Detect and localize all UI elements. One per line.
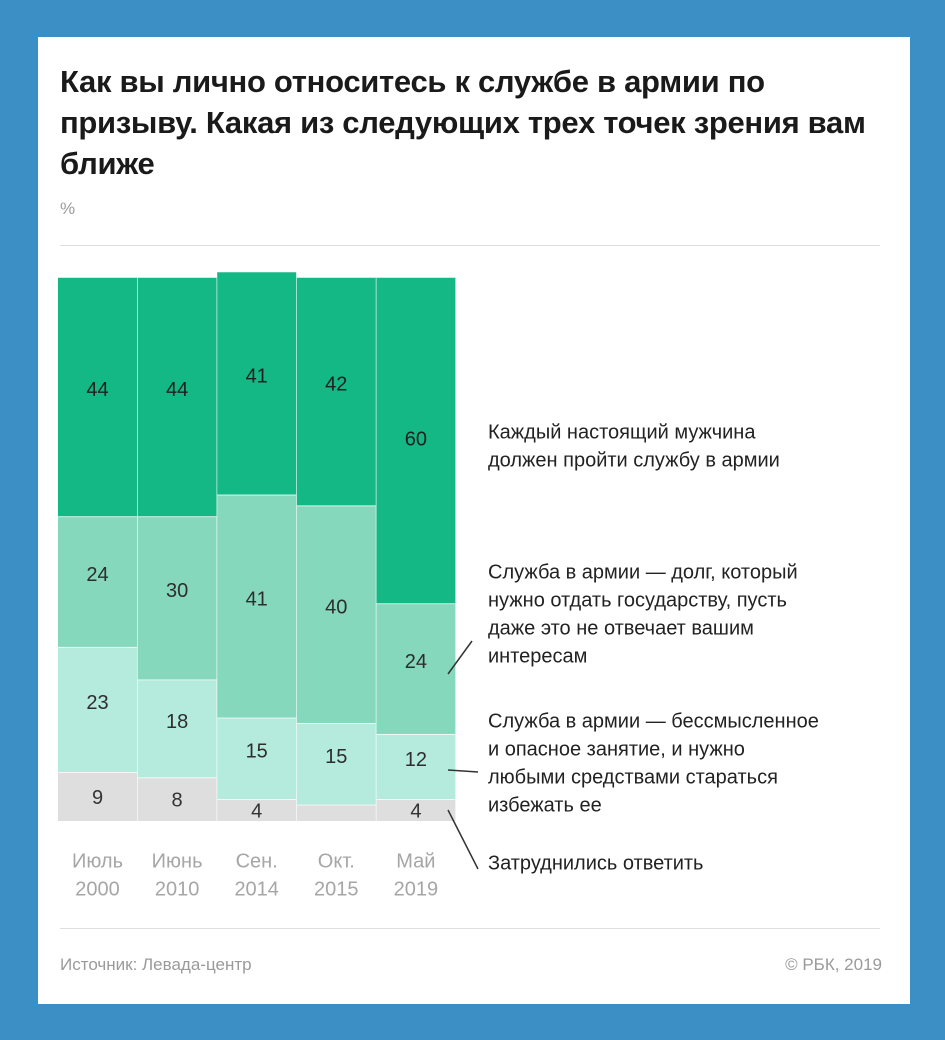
bar-segment bbox=[58, 772, 137, 821]
bar-segment bbox=[137, 516, 217, 680]
legend-text: нужно отдать государству, пусть bbox=[488, 589, 787, 611]
legend-text: интересам bbox=[488, 645, 587, 667]
bar-segment bbox=[296, 505, 376, 724]
legend-text: даже это не отвечает вашим bbox=[488, 617, 754, 639]
category-label: Июль bbox=[72, 850, 123, 872]
bar-segment bbox=[296, 804, 376, 821]
top-divider bbox=[60, 245, 880, 246]
data-label: 8 bbox=[172, 790, 183, 812]
bar-segment bbox=[137, 277, 217, 517]
data-label: 41 bbox=[246, 588, 268, 610]
category-label: 2019 bbox=[394, 878, 439, 900]
bar-segment bbox=[137, 679, 217, 778]
bar-segment bbox=[376, 277, 456, 604]
data-label: 41 bbox=[246, 365, 268, 387]
data-label: 15 bbox=[246, 741, 268, 763]
category-label: Май bbox=[396, 850, 435, 872]
bar-segment bbox=[217, 799, 297, 821]
legend-text: избежать ее bbox=[488, 794, 602, 816]
bar-segment bbox=[376, 603, 456, 734]
data-label: 24 bbox=[405, 651, 427, 673]
category-label: 2015 bbox=[314, 878, 359, 900]
data-label: 60 bbox=[405, 428, 427, 450]
bar-segment bbox=[296, 723, 376, 805]
bar-segment bbox=[376, 733, 456, 800]
data-label: 18 bbox=[166, 711, 188, 733]
bar-segment bbox=[217, 494, 297, 718]
data-label: 4 bbox=[410, 800, 421, 822]
data-label: 4 bbox=[251, 800, 262, 822]
data-label: 12 bbox=[405, 749, 427, 771]
data-label: 40 bbox=[325, 597, 347, 619]
category-label: Июнь bbox=[152, 850, 203, 872]
bar-segment bbox=[217, 717, 297, 800]
data-label: 15 bbox=[325, 746, 347, 768]
leader-line bbox=[447, 769, 479, 773]
data-label: 44 bbox=[166, 379, 188, 401]
data-label: 44 bbox=[86, 379, 108, 401]
legend-text: Каждый настоящий мужчина bbox=[488, 421, 756, 443]
bar-segment bbox=[296, 277, 376, 506]
category-label: 2014 bbox=[234, 878, 279, 900]
legend-text: любыми средствами стараться bbox=[488, 766, 778, 788]
data-label: 24 bbox=[86, 564, 108, 586]
bar-segment bbox=[58, 277, 137, 517]
bar-segment bbox=[376, 799, 456, 821]
leader-line bbox=[447, 640, 473, 675]
bar-segment bbox=[58, 516, 137, 647]
copyright-note: © РБК, 2019 bbox=[785, 955, 882, 974]
legend-text: Затруднились ответить bbox=[488, 852, 703, 874]
category-label: 2010 bbox=[155, 878, 200, 900]
category-label: Окт. bbox=[318, 850, 355, 872]
bar-segment bbox=[217, 271, 297, 495]
bar-segment bbox=[137, 777, 217, 821]
bottom-divider bbox=[60, 928, 880, 929]
data-label: 42 bbox=[325, 374, 347, 396]
chart-card: Как вы лично относитесь к службе в армии… bbox=[38, 37, 910, 1004]
legend-text: и опасное занятие, и нужно bbox=[488, 738, 745, 760]
category-label: Сен. bbox=[236, 850, 278, 872]
stacked-bar-chart: 9 23 24 44 Июль 2000 8 18 30 44 Июнь 2010 4 15 41 41 Сен… bbox=[58, 270, 819, 900]
data-label: 23 bbox=[86, 692, 108, 714]
category-label: 2000 bbox=[75, 878, 120, 900]
legend-text: Служба в армии — долг, который bbox=[488, 561, 798, 583]
leader-line bbox=[447, 809, 479, 870]
chart-title: Как вы лично относитесь к службе в армии… bbox=[60, 64, 866, 181]
source-note: Источник: Левада-центр bbox=[60, 955, 252, 974]
legend-text: должен пройти службу в армии bbox=[488, 449, 780, 471]
legend-text: Служба в армии — бессмысленное bbox=[488, 710, 819, 732]
unit-label: % bbox=[60, 199, 76, 218]
bar-segment bbox=[58, 646, 137, 773]
data-label: 9 bbox=[92, 787, 103, 809]
data-label: 30 bbox=[166, 580, 188, 602]
